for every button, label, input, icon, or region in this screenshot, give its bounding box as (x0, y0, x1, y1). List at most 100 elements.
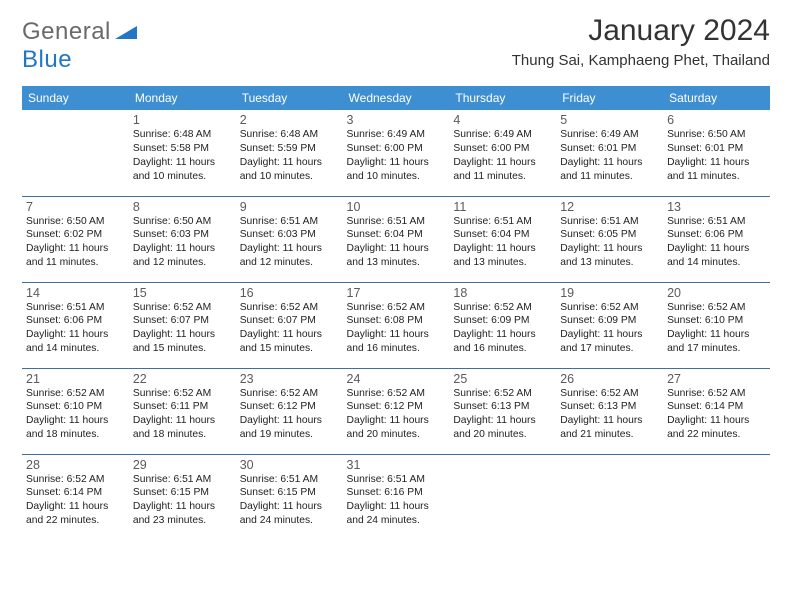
day-detail: Sunrise: 6:51 AMSunset: 6:05 PMDaylight:… (560, 215, 659, 271)
day-number: 27 (667, 372, 766, 386)
sunset-text: Sunset: 6:09 PM (560, 314, 659, 328)
day-header: Sunday (22, 86, 129, 110)
sunrise-text: Sunrise: 6:49 AM (453, 128, 552, 142)
day-number: 11 (453, 200, 552, 214)
day-detail: Sunrise: 6:50 AMSunset: 6:01 PMDaylight:… (667, 128, 766, 184)
calendar-cell: 22Sunrise: 6:52 AMSunset: 6:11 PMDayligh… (129, 368, 236, 454)
sunset-text: Sunset: 6:16 PM (347, 486, 446, 500)
daylight-text: Daylight: 11 hours and 10 minutes. (133, 156, 232, 184)
sunset-text: Sunset: 6:03 PM (133, 228, 232, 242)
calendar-cell: 26Sunrise: 6:52 AMSunset: 6:13 PMDayligh… (556, 368, 663, 454)
day-number: 2 (240, 113, 339, 127)
calendar-cell: 3Sunrise: 6:49 AMSunset: 6:00 PMDaylight… (343, 110, 450, 196)
daylight-text: Daylight: 11 hours and 13 minutes. (347, 242, 446, 270)
sunrise-text: Sunrise: 6:50 AM (133, 215, 232, 229)
day-number: 8 (133, 200, 232, 214)
calendar-cell: 23Sunrise: 6:52 AMSunset: 6:12 PMDayligh… (236, 368, 343, 454)
calendar-cell: 16Sunrise: 6:52 AMSunset: 6:07 PMDayligh… (236, 282, 343, 368)
sunset-text: Sunset: 6:05 PM (560, 228, 659, 242)
daylight-text: Daylight: 11 hours and 24 minutes. (240, 500, 339, 528)
daylight-text: Daylight: 11 hours and 22 minutes. (667, 414, 766, 442)
logo-triangle-icon (115, 18, 137, 46)
day-number: 17 (347, 286, 446, 300)
daylight-text: Daylight: 11 hours and 10 minutes. (347, 156, 446, 184)
logo-text-gray: General (22, 18, 111, 45)
day-detail: Sunrise: 6:51 AMSunset: 6:04 PMDaylight:… (453, 215, 552, 271)
calendar-body: 1Sunrise: 6:48 AMSunset: 5:58 PMDaylight… (22, 110, 770, 540)
sunset-text: Sunset: 6:07 PM (133, 314, 232, 328)
day-number: 14 (26, 286, 125, 300)
sunset-text: Sunset: 6:09 PM (453, 314, 552, 328)
day-detail: Sunrise: 6:52 AMSunset: 6:13 PMDaylight:… (453, 387, 552, 443)
daylight-text: Daylight: 11 hours and 24 minutes. (347, 500, 446, 528)
title-block: January 2024 Thung Sai, Kamphaeng Phet, … (512, 14, 770, 69)
sunrise-text: Sunrise: 6:51 AM (667, 215, 766, 229)
day-number: 26 (560, 372, 659, 386)
calendar-cell: 13Sunrise: 6:51 AMSunset: 6:06 PMDayligh… (663, 196, 770, 282)
day-number: 19 (560, 286, 659, 300)
sunset-text: Sunset: 6:14 PM (667, 400, 766, 414)
header: General Blue January 2024 Thung Sai, Kam… (22, 18, 770, 74)
sunset-text: Sunset: 6:02 PM (26, 228, 125, 242)
sunset-text: Sunset: 6:13 PM (560, 400, 659, 414)
day-number: 18 (453, 286, 552, 300)
daylight-text: Daylight: 11 hours and 20 minutes. (453, 414, 552, 442)
day-number: 6 (667, 113, 766, 127)
calendar-table: SundayMondayTuesdayWednesdayThursdayFrid… (22, 86, 770, 540)
sunrise-text: Sunrise: 6:51 AM (240, 473, 339, 487)
calendar-week-row: 14Sunrise: 6:51 AMSunset: 6:06 PMDayligh… (22, 282, 770, 368)
day-detail: Sunrise: 6:50 AMSunset: 6:03 PMDaylight:… (133, 215, 232, 271)
day-number: 1 (133, 113, 232, 127)
day-number: 3 (347, 113, 446, 127)
calendar-cell: 12Sunrise: 6:51 AMSunset: 6:05 PMDayligh… (556, 196, 663, 282)
day-detail: Sunrise: 6:51 AMSunset: 6:04 PMDaylight:… (347, 215, 446, 271)
day-number: 5 (560, 113, 659, 127)
calendar-cell: 9Sunrise: 6:51 AMSunset: 6:03 PMDaylight… (236, 196, 343, 282)
sunset-text: Sunset: 6:04 PM (347, 228, 446, 242)
calendar-cell: 30Sunrise: 6:51 AMSunset: 6:15 PMDayligh… (236, 454, 343, 540)
calendar-cell: 5Sunrise: 6:49 AMSunset: 6:01 PMDaylight… (556, 110, 663, 196)
sunset-text: Sunset: 6:03 PM (240, 228, 339, 242)
calendar-week-row: 21Sunrise: 6:52 AMSunset: 6:10 PMDayligh… (22, 368, 770, 454)
day-number: 10 (347, 200, 446, 214)
day-detail: Sunrise: 6:52 AMSunset: 6:08 PMDaylight:… (347, 301, 446, 357)
day-number: 24 (347, 372, 446, 386)
day-number: 7 (26, 200, 125, 214)
calendar-cell: 6Sunrise: 6:50 AMSunset: 6:01 PMDaylight… (663, 110, 770, 196)
sunrise-text: Sunrise: 6:52 AM (240, 387, 339, 401)
calendar-cell: 25Sunrise: 6:52 AMSunset: 6:13 PMDayligh… (449, 368, 556, 454)
sunset-text: Sunset: 6:08 PM (347, 314, 446, 328)
day-number: 29 (133, 458, 232, 472)
sunrise-text: Sunrise: 6:52 AM (347, 301, 446, 315)
calendar-cell: 19Sunrise: 6:52 AMSunset: 6:09 PMDayligh… (556, 282, 663, 368)
day-number: 20 (667, 286, 766, 300)
day-detail: Sunrise: 6:51 AMSunset: 6:15 PMDaylight:… (133, 473, 232, 529)
calendar-cell (449, 454, 556, 540)
day-detail: Sunrise: 6:51 AMSunset: 6:03 PMDaylight:… (240, 215, 339, 271)
calendar-cell: 24Sunrise: 6:52 AMSunset: 6:12 PMDayligh… (343, 368, 450, 454)
day-detail: Sunrise: 6:52 AMSunset: 6:11 PMDaylight:… (133, 387, 232, 443)
calendar-week-row: 28Sunrise: 6:52 AMSunset: 6:14 PMDayligh… (22, 454, 770, 540)
logo-text-blue: Blue (22, 46, 72, 73)
day-header: Tuesday (236, 86, 343, 110)
day-number: 31 (347, 458, 446, 472)
calendar-cell (22, 110, 129, 196)
sunset-text: Sunset: 6:15 PM (133, 486, 232, 500)
sunrise-text: Sunrise: 6:52 AM (133, 301, 232, 315)
sunset-text: Sunset: 6:14 PM (26, 486, 125, 500)
sunrise-text: Sunrise: 6:52 AM (667, 301, 766, 315)
sunrise-text: Sunrise: 6:51 AM (26, 301, 125, 315)
daylight-text: Daylight: 11 hours and 18 minutes. (133, 414, 232, 442)
day-number: 30 (240, 458, 339, 472)
sunrise-text: Sunrise: 6:51 AM (453, 215, 552, 229)
sunrise-text: Sunrise: 6:52 AM (453, 387, 552, 401)
calendar-cell (556, 454, 663, 540)
sunset-text: Sunset: 6:00 PM (347, 142, 446, 156)
day-detail: Sunrise: 6:52 AMSunset: 6:10 PMDaylight:… (667, 301, 766, 357)
daylight-text: Daylight: 11 hours and 16 minutes. (453, 328, 552, 356)
day-detail: Sunrise: 6:51 AMSunset: 6:15 PMDaylight:… (240, 473, 339, 529)
calendar-cell: 20Sunrise: 6:52 AMSunset: 6:10 PMDayligh… (663, 282, 770, 368)
day-detail: Sunrise: 6:52 AMSunset: 6:09 PMDaylight:… (453, 301, 552, 357)
day-header: Monday (129, 86, 236, 110)
sunrise-text: Sunrise: 6:52 AM (240, 301, 339, 315)
